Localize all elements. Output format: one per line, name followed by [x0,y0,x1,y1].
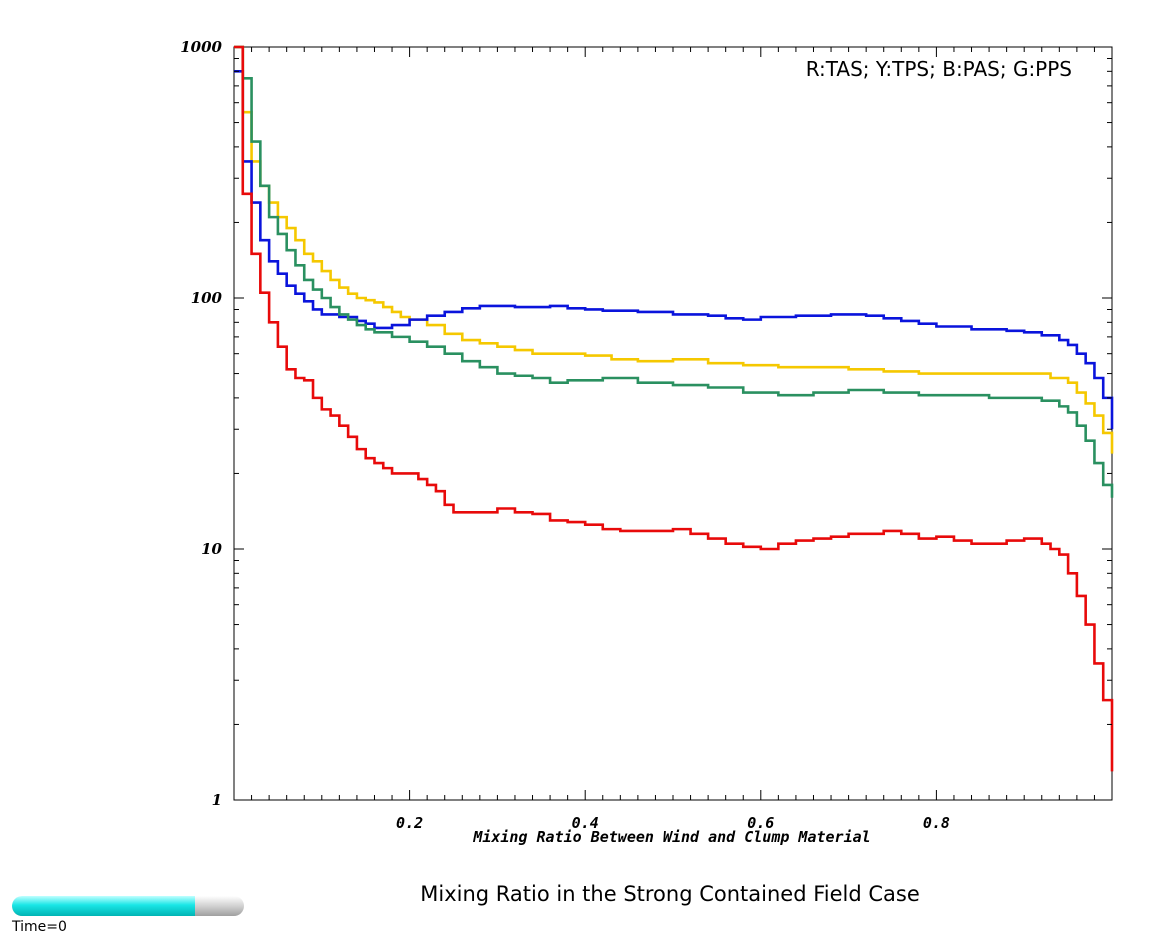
plot-area [233,46,1113,801]
x-axis-label: Mixing Ratio Between Wind and Clump Mate… [472,828,870,846]
series-line-1 [234,70,1114,430]
x-tick-label: 0.6 [747,814,774,832]
plot-frame [233,46,1113,801]
series-line-3 [234,45,1114,772]
y-tick-label: 100 [191,289,223,307]
x-tick-label: 0.8 [923,814,950,832]
y-tick-label: 10 [201,540,222,558]
series-line-0 [234,45,1114,454]
legend-annotation: R:TAS; Y:TPS; B:PAS; G:PPS [806,57,1072,81]
y-tick-label: 1000 [180,38,222,56]
y-tick-label: 1 [212,791,222,809]
time-slider[interactable] [12,896,244,916]
axes-layer: 1 10 100 1000 0.2 0.4 0.6 0.8 [180,38,1112,832]
series-layer [234,45,1114,772]
time-label: Time=0 [12,919,67,935]
chart-title: Mixing Ratio in the Strong Contained Fie… [420,882,920,906]
x-tick-label: 0.4 [572,814,599,832]
x-tick-label: 0.2 [396,814,423,832]
series-line-2 [234,45,1114,498]
time-slider-fill [12,896,196,916]
